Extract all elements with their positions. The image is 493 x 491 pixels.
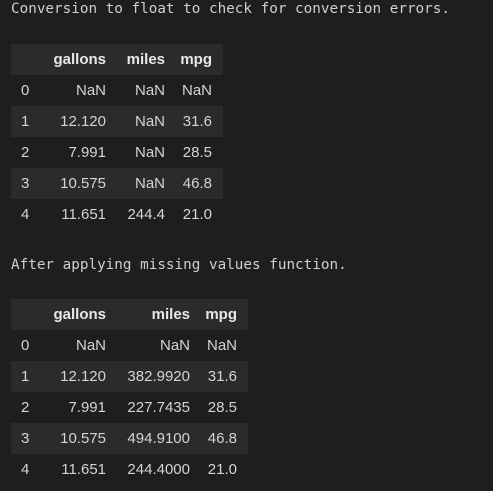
table-row: 2 7.991 NaN 28.5 [11,137,223,168]
output-text-conversion: Conversion to float to check for convers… [11,1,450,17]
row-index: 2 [21,399,30,416]
cell-miles: NaN [134,113,165,130]
table-row: 1 12.120 382.9920 31.6 [11,361,248,392]
cell-mpg: 21.0 [182,206,212,223]
row-index: 4 [21,206,30,223]
row-index: 3 [21,175,30,192]
column-header-mpg: mpg [180,51,212,68]
cell-miles: 244.4000 [127,461,190,478]
row-index: 0 [21,82,30,99]
table-row: 1 12.120 NaN 31.6 [11,106,223,137]
index-header [11,299,48,330]
cell-mpg: 28.5 [207,399,237,416]
row-index: 0 [21,337,30,354]
table-header-row: gallons miles mpg [11,44,223,75]
cell-mpg: NaN [206,337,237,354]
cell-mpg: 31.6 [207,368,237,385]
table-row: 3 10.575 494.9100 46.8 [11,423,248,454]
row-index: 2 [21,144,30,161]
table-row: 3 10.575 NaN 46.8 [11,168,223,199]
row-index: 1 [21,113,30,130]
cell-miles: NaN [134,144,165,161]
table-row: 0 NaN NaN NaN [11,75,223,106]
table-header-row: gallons miles mpg [11,299,248,330]
cell-miles: 227.7435 [127,399,190,416]
table-row: 0 NaN NaN NaN [11,330,248,361]
cell-gallons: NaN [75,82,106,99]
column-header-gallons: gallons [53,306,106,323]
cell-gallons: 12.120 [60,368,106,385]
cell-gallons: 10.575 [60,175,106,192]
column-header-gallons: gallons [53,51,106,68]
cell-gallons: 7.991 [68,399,106,416]
cell-miles: 382.9920 [127,368,190,385]
cell-miles: NaN [159,337,190,354]
cell-mpg: NaN [181,82,212,99]
column-header-mpg: mpg [205,306,237,323]
cell-gallons: 12.120 [60,113,106,130]
cell-mpg: 46.8 [182,175,212,192]
cell-mpg: 31.6 [182,113,212,130]
cell-gallons: 11.651 [61,461,106,478]
cell-gallons: 7.991 [68,144,106,161]
row-index: 4 [21,461,30,478]
cell-gallons: NaN [75,337,106,354]
output-text-missing-values: After applying missing values function. [11,257,347,273]
table-row: 2 7.991 227.7435 28.5 [11,392,248,423]
cell-mpg: 46.8 [207,430,237,447]
dataframe-table-before: gallons miles mpg 0 NaN NaN NaN 1 12.120… [11,44,223,230]
cell-gallons: 11.651 [61,206,106,223]
cell-mpg: 28.5 [182,144,212,161]
index-header [11,44,48,75]
table-row: 4 11.651 244.4 21.0 [11,199,223,230]
column-header-miles: miles [151,306,190,323]
cell-gallons: 10.575 [60,430,106,447]
row-index: 1 [21,368,30,385]
cell-miles: 494.9100 [127,430,190,447]
cell-miles: NaN [134,175,165,192]
column-header-miles: miles [126,51,165,68]
cell-miles: 244.4 [127,206,165,223]
table-row: 4 11.651 244.4000 21.0 [11,454,248,485]
row-index: 3 [21,430,30,447]
cell-mpg: 21.0 [207,461,237,478]
cell-miles: NaN [134,82,165,99]
dataframe-table-after: gallons miles mpg 0 NaN NaN NaN 1 12.120… [11,299,248,485]
